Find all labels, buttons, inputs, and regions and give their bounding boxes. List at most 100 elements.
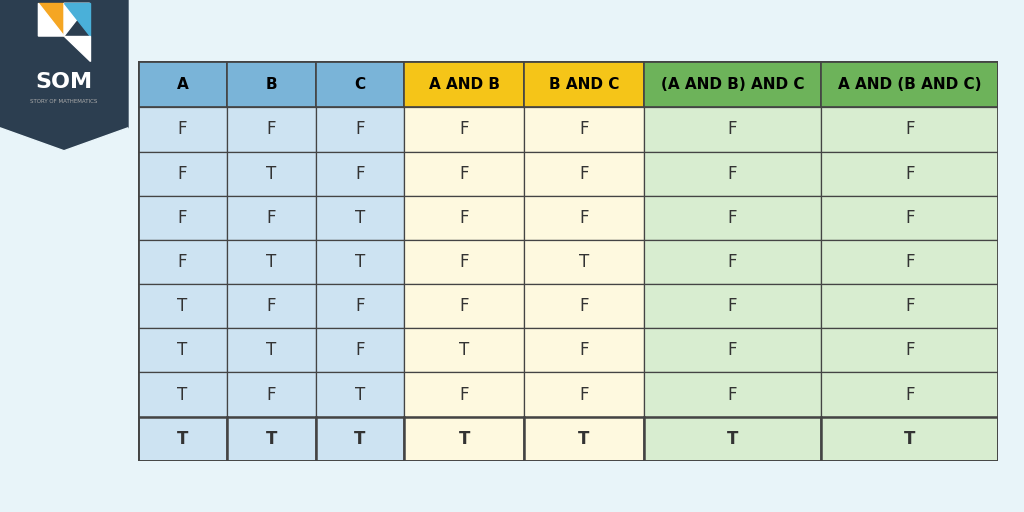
Bar <box>404 328 524 372</box>
Text: F: F <box>905 342 914 359</box>
Text: T: T <box>266 165 276 183</box>
Bar <box>315 61 404 108</box>
Text: F: F <box>460 165 469 183</box>
Polygon shape <box>0 0 128 151</box>
Bar <box>227 372 315 417</box>
Text: F: F <box>905 386 914 403</box>
Bar <box>644 61 821 108</box>
Bar <box>404 372 524 417</box>
Text: F: F <box>266 386 276 403</box>
Text: F: F <box>905 120 914 138</box>
Bar <box>524 284 644 328</box>
Text: F: F <box>728 165 737 183</box>
Text: F: F <box>728 386 737 403</box>
Text: B: B <box>265 77 278 92</box>
Text: T: T <box>579 253 589 271</box>
Bar <box>821 61 998 108</box>
Bar <box>524 196 644 240</box>
Bar <box>404 284 524 328</box>
Bar <box>644 284 821 328</box>
Text: A: A <box>177 77 188 92</box>
Text: F: F <box>355 342 365 359</box>
Text: F: F <box>355 165 365 183</box>
Bar <box>404 152 524 196</box>
Text: F: F <box>580 209 589 227</box>
Bar <box>644 372 821 417</box>
Bar <box>524 152 644 196</box>
Text: T: T <box>266 253 276 271</box>
Text: SOM: SOM <box>36 72 92 92</box>
Text: T: T <box>354 209 365 227</box>
Text: F: F <box>266 297 276 315</box>
Bar <box>524 417 644 461</box>
Text: F: F <box>460 209 469 227</box>
Text: T: T <box>177 342 187 359</box>
Text: T: T <box>579 430 590 447</box>
Bar <box>227 240 315 284</box>
Bar <box>315 417 404 461</box>
Text: F: F <box>178 253 187 271</box>
Text: STORY OF MATHEMATICS: STORY OF MATHEMATICS <box>31 99 97 104</box>
Bar <box>644 108 821 152</box>
Text: F: F <box>905 209 914 227</box>
Polygon shape <box>0 128 128 164</box>
Bar <box>138 108 227 152</box>
Text: F: F <box>580 120 589 138</box>
Bar <box>404 240 524 284</box>
Bar <box>138 240 227 284</box>
Text: F: F <box>178 209 187 227</box>
Text: T: T <box>177 386 187 403</box>
Text: T: T <box>354 253 365 271</box>
Text: B AND C: B AND C <box>549 77 620 92</box>
Polygon shape <box>39 3 63 36</box>
Bar <box>138 328 227 372</box>
Text: F: F <box>178 165 187 183</box>
Bar <box>138 372 227 417</box>
Bar <box>821 108 998 152</box>
Bar <box>227 108 315 152</box>
Bar <box>227 196 315 240</box>
Text: T: T <box>265 430 276 447</box>
Bar <box>821 240 998 284</box>
Text: F: F <box>728 253 737 271</box>
Text: T: T <box>266 342 276 359</box>
Bar <box>821 152 998 196</box>
Bar <box>315 108 404 152</box>
Bar <box>821 417 998 461</box>
Bar <box>227 417 315 461</box>
Text: F: F <box>580 297 589 315</box>
Text: F: F <box>580 342 589 359</box>
Text: T: T <box>459 430 470 447</box>
Text: F: F <box>355 120 365 138</box>
Bar <box>524 372 644 417</box>
Bar <box>227 152 315 196</box>
Bar <box>138 196 227 240</box>
Text: T: T <box>177 430 188 447</box>
Text: F: F <box>460 297 469 315</box>
Text: F: F <box>580 386 589 403</box>
Bar <box>315 372 404 417</box>
Text: F: F <box>178 120 187 138</box>
Bar <box>315 196 404 240</box>
Bar <box>138 417 227 461</box>
Text: T: T <box>354 430 366 447</box>
Text: (A AND B) AND C: (A AND B) AND C <box>660 77 804 92</box>
Bar <box>644 196 821 240</box>
Bar <box>138 152 227 196</box>
Polygon shape <box>63 3 90 36</box>
Bar <box>227 61 315 108</box>
Bar <box>138 61 227 108</box>
Text: A AND B: A AND B <box>429 77 500 92</box>
Bar <box>524 61 644 108</box>
Bar <box>524 240 644 284</box>
Bar <box>524 108 644 152</box>
Text: F: F <box>266 209 276 227</box>
Bar <box>315 152 404 196</box>
Bar <box>821 284 998 328</box>
Text: F: F <box>580 165 589 183</box>
Polygon shape <box>63 3 90 36</box>
Bar <box>315 328 404 372</box>
Text: F: F <box>728 342 737 359</box>
Bar <box>644 328 821 372</box>
Bar <box>227 284 315 328</box>
